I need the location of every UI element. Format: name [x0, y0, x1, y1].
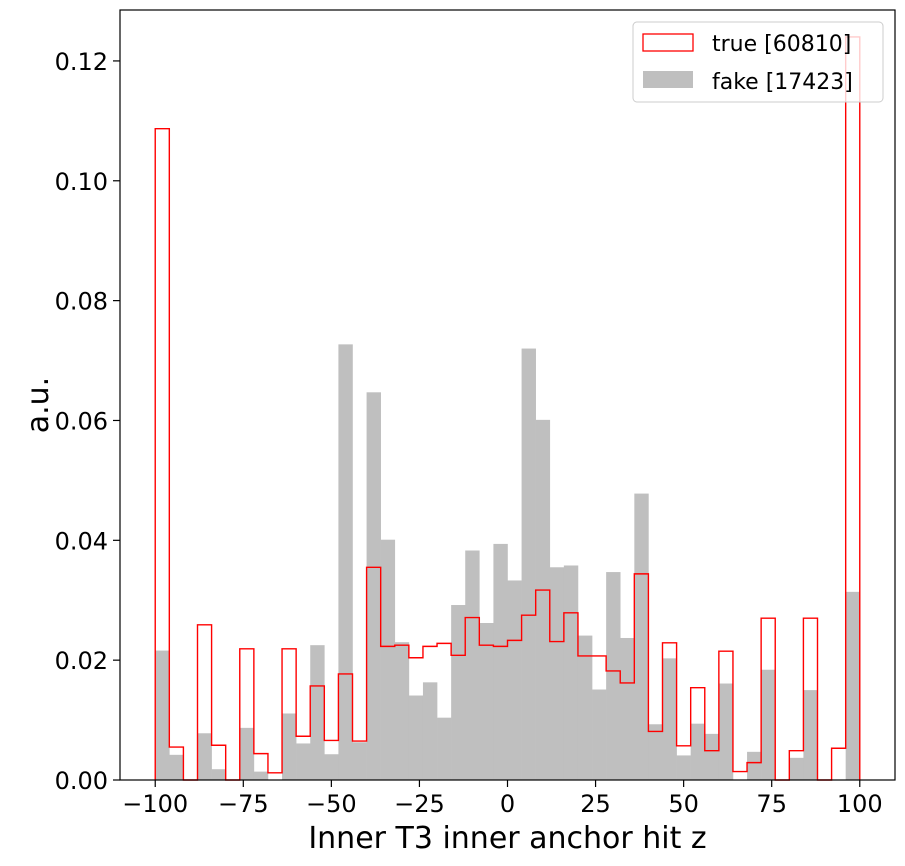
true-histogram-step	[154, 36, 861, 781]
fake-bar	[845, 591, 861, 780]
fake-bar	[366, 392, 381, 780]
fake-bar	[747, 751, 762, 780]
fake-bar	[437, 717, 452, 780]
y-tick-label: 0.02	[55, 647, 108, 675]
fake-bar	[620, 637, 635, 780]
fake-bar	[422, 682, 438, 780]
fake-bar	[310, 645, 325, 780]
fake-bar	[648, 724, 663, 780]
x-tick-label: 0	[500, 790, 515, 818]
fake-histogram-bars	[155, 344, 861, 780]
y-tick-label: 0.06	[55, 407, 108, 435]
y-tick-label: 0.00	[55, 767, 108, 795]
fake-bar	[380, 539, 396, 780]
y-tick-label: 0.08	[55, 288, 108, 316]
fake-bar	[338, 344, 353, 780]
fake-bar	[253, 771, 269, 780]
fake-bar	[282, 713, 297, 780]
fake-bar	[521, 348, 536, 780]
fake-bar	[592, 689, 607, 780]
fake-bar	[606, 572, 621, 780]
y-tick-label: 0.10	[55, 168, 108, 196]
x-tick-label: 100	[837, 790, 883, 818]
fake-bar	[451, 605, 466, 780]
fake-bar	[465, 550, 480, 780]
y-axis-label: a.u.	[21, 377, 56, 433]
fake-bar	[803, 690, 818, 780]
fake-bar	[211, 769, 226, 780]
fake-bar	[352, 742, 367, 780]
fake-bar	[197, 733, 212, 780]
x-tick-label: 50	[668, 790, 699, 818]
fake-bar	[324, 754, 339, 780]
true-step-line	[154, 36, 861, 781]
x-tick-label: 25	[580, 790, 611, 818]
legend-box	[632, 21, 884, 103]
x-tick-label: −75	[218, 790, 269, 818]
legend: true [60810] fake [17423]	[632, 21, 884, 103]
fake-bar	[704, 733, 720, 780]
fake-bar	[690, 723, 706, 780]
fake-bar	[676, 755, 691, 780]
legend-swatch-true	[642, 33, 694, 52]
fake-bar	[662, 658, 677, 780]
y-tick-label: 0.04	[55, 527, 108, 555]
x-tick-label: −25	[394, 790, 445, 818]
fake-bar	[493, 543, 508, 780]
legend-label-fake: fake [17423]	[712, 70, 853, 95]
fake-bar	[535, 419, 551, 780]
fake-bar	[634, 493, 649, 780]
fake-bar	[761, 669, 776, 780]
fake-bar	[479, 623, 494, 780]
fake-bar	[718, 683, 734, 780]
fake-bar	[239, 727, 255, 780]
x-tick-label: −100	[122, 790, 188, 818]
y-axis-ticks: 0.00 0.02 0.04 0.06 0.08 0.10 0.12	[55, 48, 120, 795]
fake-bar	[507, 580, 522, 780]
legend-swatch-fake	[643, 71, 693, 88]
fake-bar	[549, 567, 565, 780]
fake-bar	[394, 642, 410, 780]
fake-bar	[169, 754, 184, 780]
legend-label-true: true [60810]	[712, 32, 851, 57]
x-axis-ticks: −100 −75 −50 −25 0 25 50 75 100	[122, 780, 883, 818]
fake-bar	[155, 650, 170, 780]
fake-bar	[563, 565, 579, 780]
fake-bar	[577, 635, 593, 780]
fake-bar	[408, 695, 424, 780]
x-tick-label: −50	[306, 790, 357, 818]
x-axis-label: Inner T3 inner anchor hit z	[308, 821, 706, 856]
fake-bar	[296, 743, 311, 780]
fake-bar	[789, 757, 804, 780]
y-tick-label: 0.12	[55, 48, 108, 76]
x-tick-label: 75	[756, 790, 787, 818]
